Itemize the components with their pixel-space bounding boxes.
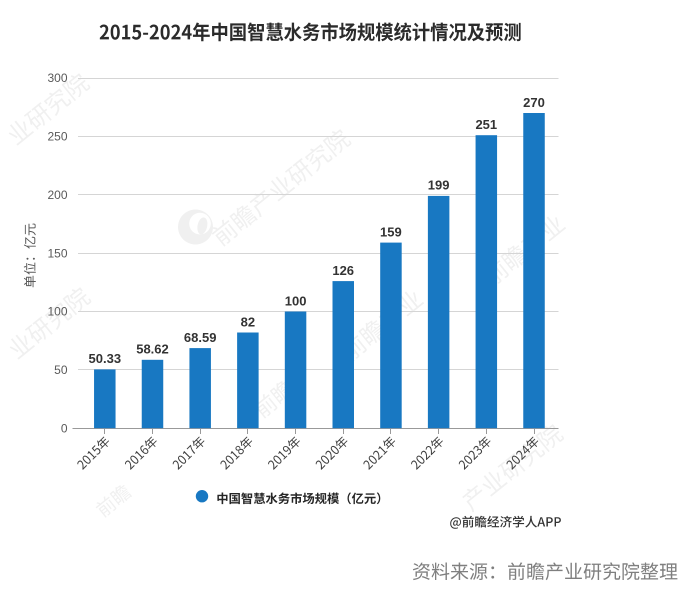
svg-text:300: 300 — [47, 71, 67, 85]
svg-text:50: 50 — [54, 363, 68, 377]
svg-text:58.62: 58.62 — [136, 342, 169, 357]
svg-text:199: 199 — [428, 178, 450, 193]
svg-text:100: 100 — [47, 305, 67, 319]
svg-text:82: 82 — [241, 314, 255, 329]
svg-text:250: 250 — [47, 130, 67, 144]
svg-text:200: 200 — [47, 188, 67, 202]
svg-text:68.59: 68.59 — [184, 330, 217, 345]
svg-text:0: 0 — [61, 421, 68, 435]
svg-text:100: 100 — [285, 293, 307, 308]
svg-text:270: 270 — [523, 95, 545, 110]
svg-text:50.33: 50.33 — [89, 351, 122, 366]
svg-text:159: 159 — [380, 224, 402, 239]
svg-text:150: 150 — [47, 246, 67, 260]
svg-text:126: 126 — [332, 263, 354, 278]
svg-text:251: 251 — [475, 117, 497, 132]
